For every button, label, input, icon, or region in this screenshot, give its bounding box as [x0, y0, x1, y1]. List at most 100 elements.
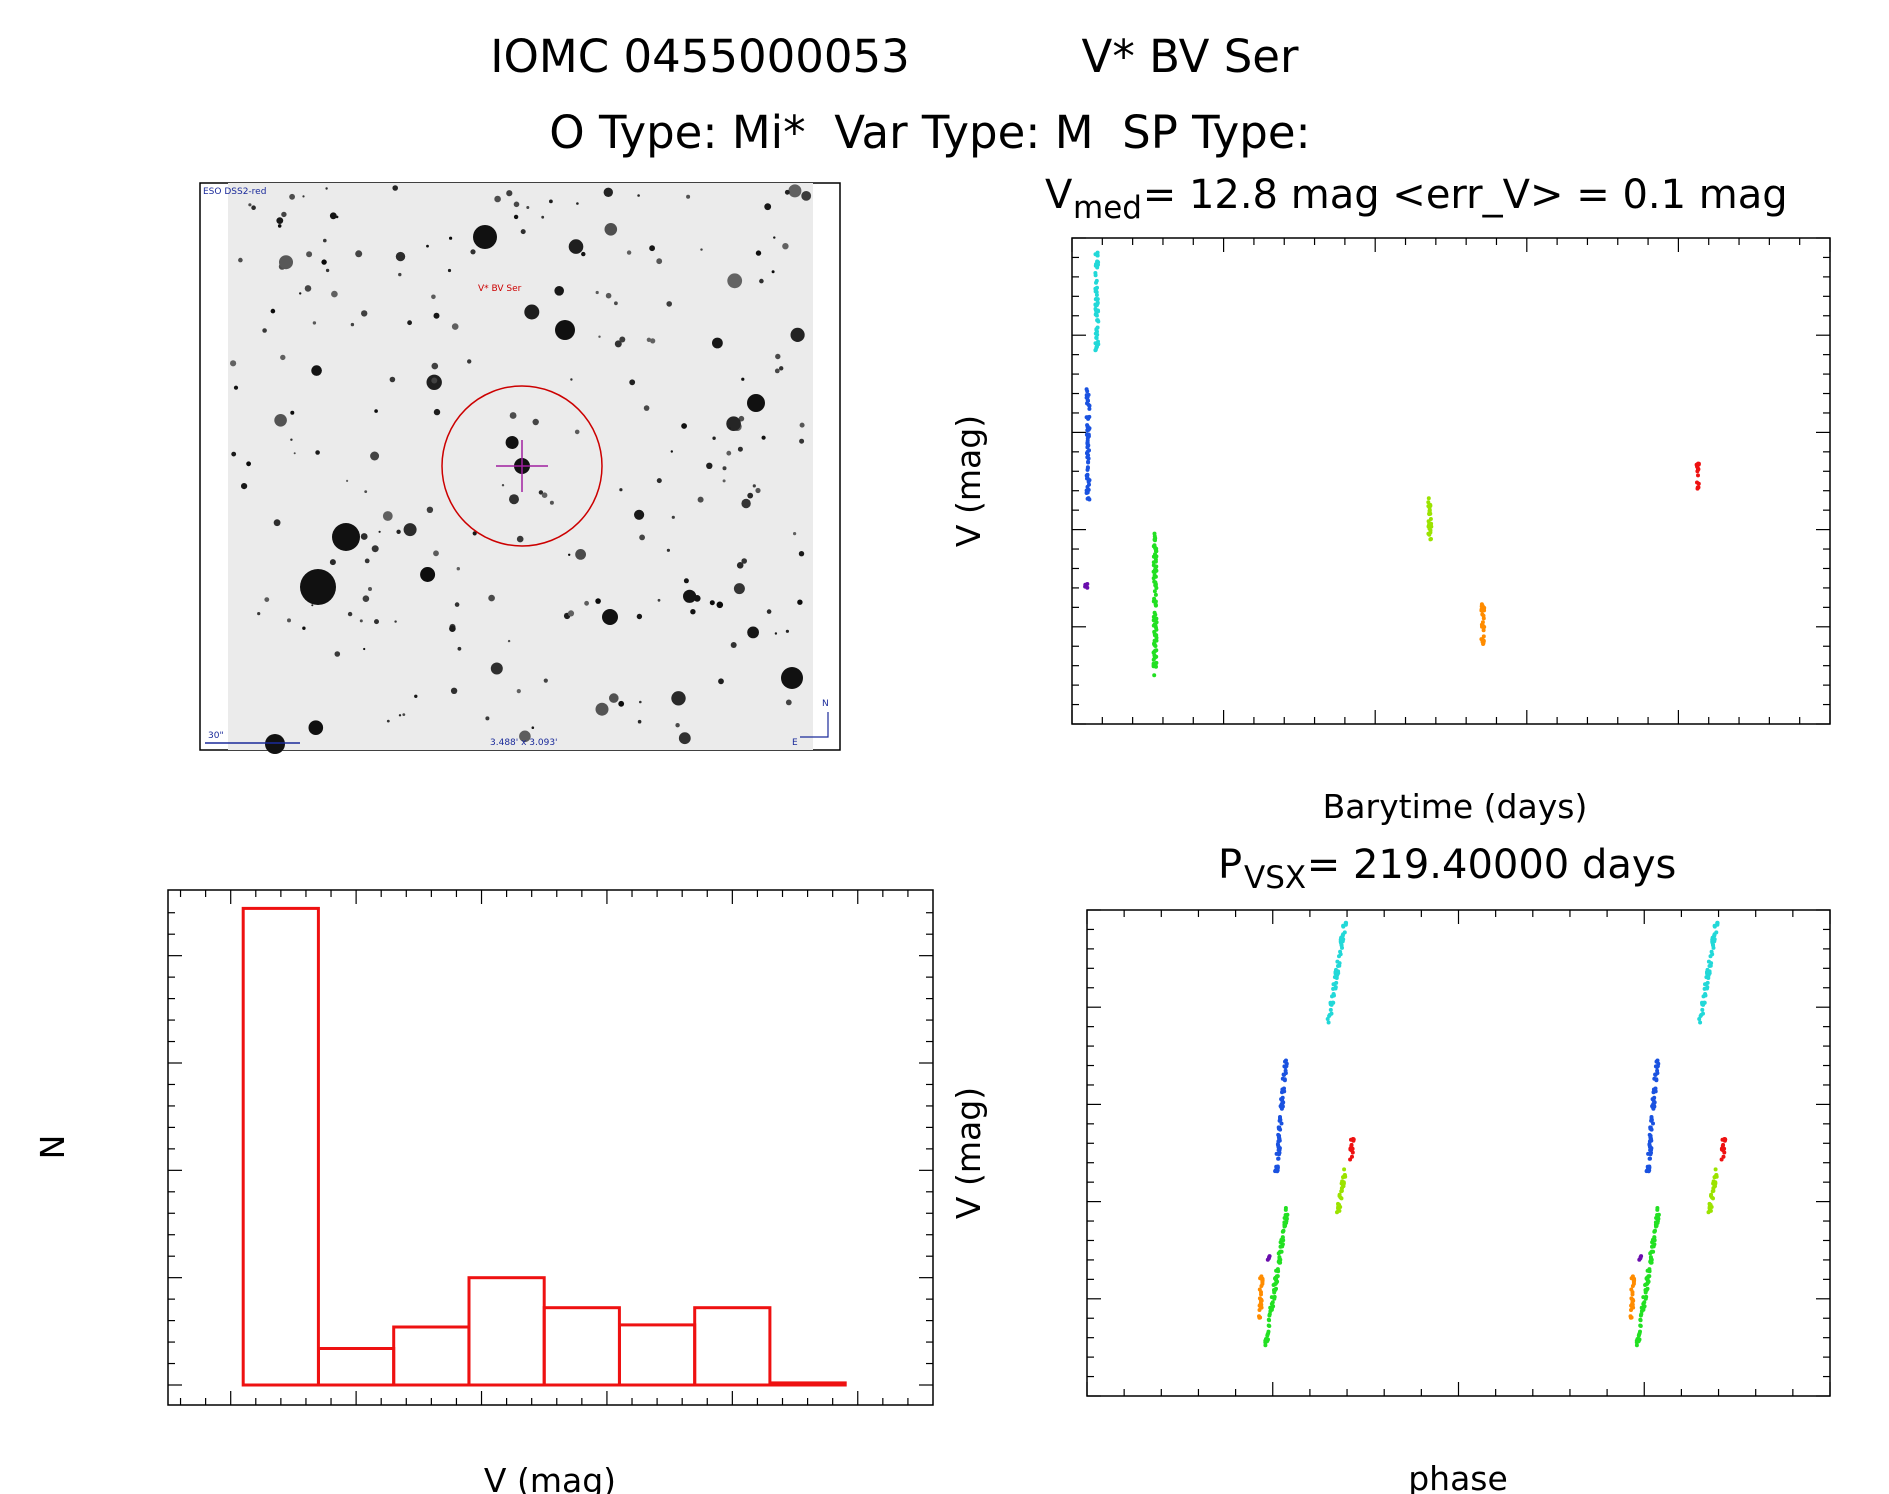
lc-point: [1153, 592, 1158, 597]
finder-star: [370, 451, 380, 461]
finder-image: ESO DSS2-red V* BV Ser 30" 3.488' x 3.09…: [199, 182, 841, 754]
finder-star: [287, 618, 291, 623]
finder-star: [657, 598, 661, 602]
title-object-id: IOMC 0455000053: [490, 30, 910, 83]
ph-point: [1651, 1106, 1656, 1111]
finder-bright-star: [332, 523, 360, 551]
ph-point: [1283, 1223, 1288, 1228]
ph-point: [1284, 1216, 1289, 1221]
finder-star: [382, 511, 393, 521]
finder-star: [526, 206, 530, 209]
ph-point: [1282, 1072, 1286, 1077]
ph-point: [1644, 1276, 1649, 1281]
lc-point: [1096, 308, 1100, 313]
lc-point: [1696, 462, 1701, 467]
ph-points: [1257, 920, 1728, 1348]
ph-point: [1656, 1061, 1661, 1066]
finder-star: [360, 533, 368, 540]
hist-bar: [317, 1347, 396, 1387]
finder-star: [281, 211, 287, 218]
ph-point: [1336, 971, 1341, 976]
ph-point: [1653, 1072, 1658, 1077]
lc-point: [1152, 596, 1157, 601]
finder-star: [454, 602, 460, 607]
finder-bright-star: [781, 667, 803, 689]
finder-star: [488, 594, 495, 602]
lc-point: [1085, 484, 1090, 489]
ph-point: [1264, 1339, 1269, 1344]
finder-star: [306, 251, 313, 258]
lc-point: [1695, 486, 1700, 491]
ph-point: [1340, 939, 1345, 944]
lc-point: [1094, 313, 1099, 318]
finder-star: [426, 244, 429, 248]
object-label: V* BV Ser: [478, 284, 522, 294]
ph-point: [1652, 1229, 1657, 1234]
finder-star: [426, 506, 434, 513]
ph-point: [1280, 1229, 1285, 1234]
ph-point: [1638, 1313, 1643, 1318]
ph-point: [1721, 1154, 1726, 1159]
ph-point: [1279, 1102, 1284, 1107]
finder-star: [790, 327, 805, 342]
lc-point: [1482, 608, 1487, 613]
hist-bars: [241, 906, 847, 1387]
ph-title-sub: VSX: [1244, 860, 1306, 896]
finder-star: [774, 368, 780, 374]
lc-title-main: V: [1045, 172, 1073, 218]
finder-star: [290, 438, 293, 441]
finder-star: [771, 270, 775, 274]
finder-star: [788, 184, 802, 198]
hist-bar: [618, 1323, 697, 1387]
finder-star: [541, 215, 545, 219]
ph-point: [1629, 1296, 1634, 1301]
finder-star: [386, 719, 390, 723]
ph-point: [1265, 1332, 1270, 1337]
finder-star: [248, 203, 252, 207]
finder-star: [346, 479, 349, 482]
finder-star: [637, 194, 640, 197]
finder-star: [605, 292, 612, 299]
ph-point: [1339, 1186, 1344, 1191]
finder-star: [755, 487, 761, 494]
finder-star: [241, 483, 248, 490]
lc-point: [1085, 466, 1090, 471]
ph-point: [1649, 1260, 1653, 1265]
finder-star: [449, 625, 456, 632]
ph-point: [1630, 1290, 1635, 1295]
lc-point: [1087, 406, 1092, 411]
lc-point: [1095, 301, 1100, 306]
survey-label: ESO DSS2-red: [203, 187, 266, 197]
ph-point: [1283, 1206, 1288, 1210]
ph-point: [1333, 986, 1338, 991]
ph-point: [1341, 1180, 1346, 1185]
ph-point: [1698, 1020, 1703, 1025]
subtitle-types: O Type: Mi* Var Type: M SP Type:: [549, 106, 1310, 159]
finder-star: [264, 597, 270, 602]
finder-star: [574, 429, 580, 435]
finder-star: [532, 418, 539, 426]
ph-point: [1330, 1000, 1335, 1005]
finder-star: [257, 612, 261, 616]
finder-star: [363, 647, 366, 651]
ph-point: [1654, 1223, 1659, 1228]
lc-point: [1085, 438, 1090, 443]
lc-point: [1086, 460, 1091, 465]
finder-star: [516, 535, 524, 543]
finder-star: [700, 248, 703, 251]
finder-star: [277, 224, 282, 228]
finder-bright-star: [555, 320, 575, 340]
lc-point: [1479, 637, 1484, 642]
lc-point: [1086, 453, 1091, 458]
finder-star: [289, 193, 295, 200]
ph-point: [1647, 1156, 1652, 1161]
finder-star: [494, 195, 501, 203]
finder-star: [773, 236, 776, 239]
finder-star: [793, 532, 797, 536]
lc-point: [1154, 568, 1159, 573]
ph-point: [1697, 1017, 1702, 1021]
finder-star: [531, 726, 535, 729]
lc-point: [1152, 673, 1157, 678]
lc-point: [1426, 500, 1431, 505]
finder-star: [629, 379, 636, 386]
